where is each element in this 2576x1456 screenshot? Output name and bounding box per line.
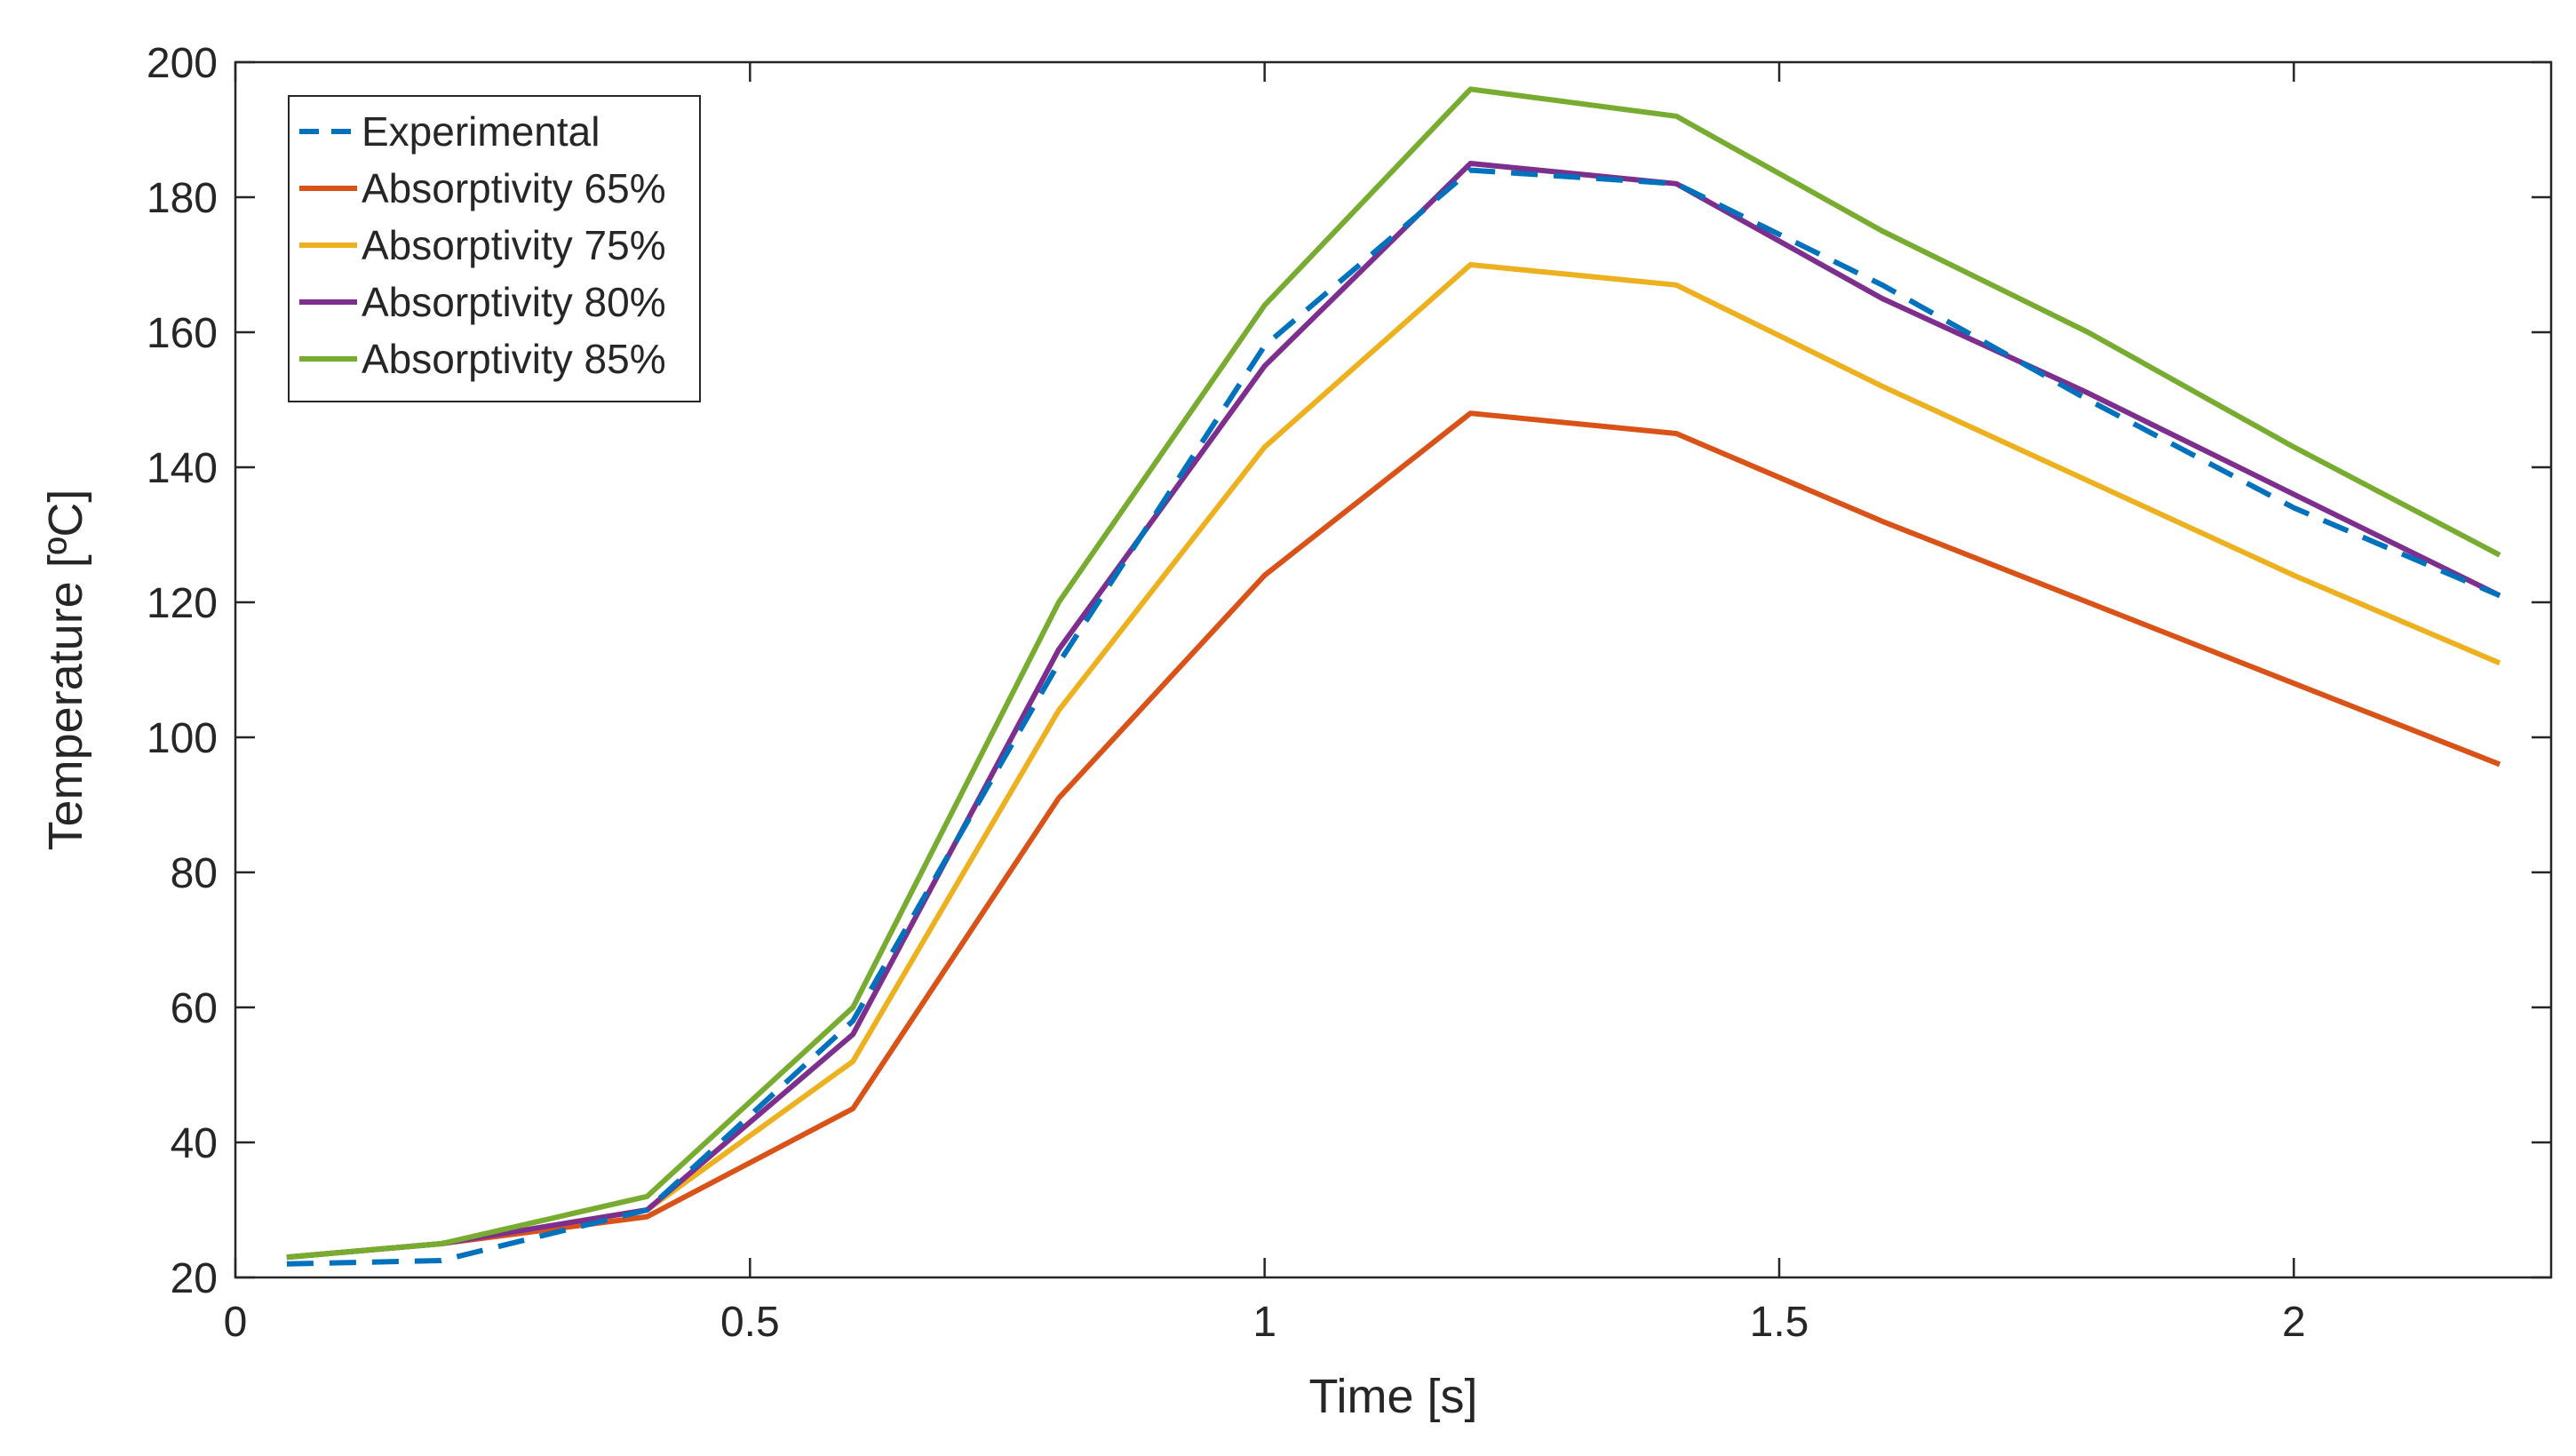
y-axis-label: Temperature [ºC]	[39, 489, 92, 851]
y-tick-label: 160	[147, 310, 218, 357]
series-line-absorptivity-80	[286, 161, 2501, 1261]
y-tick-label: 40	[171, 1120, 218, 1167]
legend-label: Experimental	[362, 108, 600, 155]
x-tick-label: 2	[2282, 1299, 2306, 1346]
y-tick-label: 100	[147, 715, 218, 762]
x-tick-label: 0.5	[720, 1299, 780, 1346]
x-axis-label: Time [s]	[1308, 1370, 1477, 1423]
x-tick-label: 0	[224, 1299, 248, 1346]
legend-label: Absorptivity 65%	[362, 165, 666, 211]
legend-box	[288, 95, 701, 402]
y-tick-label: 80	[171, 850, 218, 897]
y-tick-label: 60	[171, 985, 218, 1032]
y-tick-label: 140	[147, 445, 218, 492]
series-line-absorptivity-85	[286, 86, 2501, 1261]
y-tick-label: 200	[147, 40, 218, 87]
x-tick-label: 1	[1252, 1299, 1276, 1346]
legend-label: Absorptivity 80%	[362, 279, 666, 325]
series-line-absorptivity-65	[286, 410, 2501, 1261]
legend-label: Absorptivity 85%	[362, 336, 666, 382]
legend-label: Absorptivity 75%	[362, 222, 666, 268]
y-tick-label: 20	[171, 1255, 218, 1302]
y-tick-label: 180	[147, 175, 218, 222]
y-tick-label: 120	[147, 580, 218, 627]
x-tick-label: 1.5	[1750, 1299, 1809, 1346]
